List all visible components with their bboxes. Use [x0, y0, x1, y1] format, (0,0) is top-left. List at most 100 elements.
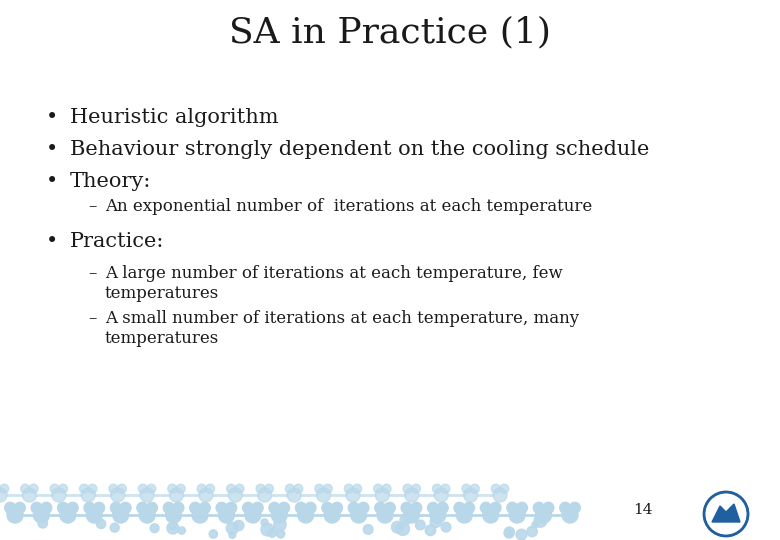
Circle shape: [323, 484, 332, 493]
Circle shape: [226, 522, 239, 535]
Circle shape: [706, 494, 746, 534]
Circle shape: [470, 484, 479, 493]
Circle shape: [167, 522, 179, 534]
Circle shape: [456, 507, 472, 523]
Circle shape: [353, 484, 362, 493]
Text: •: •: [46, 232, 58, 251]
Circle shape: [14, 502, 25, 514]
Circle shape: [29, 484, 38, 493]
Circle shape: [298, 507, 314, 523]
Circle shape: [58, 484, 68, 493]
Circle shape: [483, 507, 498, 523]
Circle shape: [206, 484, 215, 493]
Text: An exponential number of  iterations at each temperature: An exponential number of iterations at e…: [105, 198, 592, 215]
Text: •: •: [46, 140, 58, 159]
Circle shape: [234, 521, 244, 531]
Circle shape: [287, 488, 301, 502]
Circle shape: [462, 484, 471, 493]
Circle shape: [516, 502, 527, 514]
Circle shape: [139, 507, 155, 523]
Circle shape: [437, 502, 448, 514]
Circle shape: [38, 518, 48, 528]
Circle shape: [441, 522, 451, 532]
Circle shape: [385, 502, 395, 514]
Circle shape: [117, 484, 126, 493]
Circle shape: [168, 484, 177, 493]
Circle shape: [225, 502, 236, 514]
Circle shape: [178, 527, 186, 534]
Circle shape: [110, 523, 119, 532]
Circle shape: [349, 502, 360, 514]
Circle shape: [363, 524, 373, 534]
Circle shape: [534, 502, 544, 514]
Circle shape: [163, 502, 174, 514]
Circle shape: [138, 484, 147, 493]
Circle shape: [261, 519, 268, 526]
Circle shape: [274, 518, 286, 531]
Circle shape: [412, 484, 420, 493]
Circle shape: [534, 515, 547, 527]
Circle shape: [434, 488, 448, 502]
Circle shape: [190, 502, 200, 514]
Circle shape: [84, 502, 95, 514]
Circle shape: [491, 484, 500, 493]
Circle shape: [526, 526, 537, 537]
Circle shape: [315, 484, 324, 493]
Circle shape: [416, 520, 425, 530]
Circle shape: [294, 484, 303, 493]
Text: •: •: [46, 108, 58, 127]
Circle shape: [317, 488, 331, 502]
Circle shape: [543, 502, 554, 514]
Circle shape: [88, 484, 97, 493]
Circle shape: [136, 502, 148, 514]
Circle shape: [392, 521, 403, 533]
Circle shape: [500, 484, 509, 493]
Circle shape: [507, 502, 518, 514]
Circle shape: [165, 507, 182, 523]
Circle shape: [427, 502, 438, 514]
Circle shape: [169, 522, 177, 530]
Circle shape: [560, 502, 571, 514]
Circle shape: [505, 527, 514, 537]
Circle shape: [400, 515, 410, 525]
Circle shape: [346, 488, 360, 502]
Text: –: –: [88, 310, 97, 327]
Text: 14: 14: [633, 503, 653, 517]
Circle shape: [374, 502, 385, 514]
Circle shape: [432, 484, 441, 493]
Circle shape: [257, 488, 271, 502]
Circle shape: [411, 502, 422, 514]
Text: A large number of iterations at each temperature, few
temperatures: A large number of iterations at each tem…: [105, 265, 562, 302]
Circle shape: [245, 507, 261, 523]
Circle shape: [322, 502, 333, 514]
Circle shape: [147, 484, 156, 493]
Circle shape: [192, 507, 208, 523]
Circle shape: [0, 488, 7, 502]
Circle shape: [268, 529, 276, 537]
Circle shape: [111, 502, 122, 514]
Circle shape: [441, 484, 450, 493]
Circle shape: [480, 502, 491, 514]
Circle shape: [227, 484, 236, 493]
Circle shape: [256, 484, 265, 493]
Circle shape: [562, 507, 578, 523]
Circle shape: [264, 484, 274, 493]
Circle shape: [252, 502, 263, 514]
Circle shape: [80, 484, 89, 493]
Circle shape: [67, 502, 78, 514]
Circle shape: [305, 502, 316, 514]
Text: Heuristic algorithm: Heuristic algorithm: [70, 108, 278, 127]
Text: –: –: [88, 198, 97, 215]
Circle shape: [173, 502, 184, 514]
Circle shape: [350, 507, 367, 523]
Circle shape: [358, 502, 369, 514]
Text: –: –: [88, 265, 97, 282]
Circle shape: [218, 507, 235, 523]
Circle shape: [285, 484, 294, 493]
Text: Theory:: Theory:: [70, 172, 151, 191]
Circle shape: [229, 531, 236, 538]
Circle shape: [200, 502, 211, 514]
Circle shape: [375, 488, 389, 502]
Circle shape: [176, 484, 185, 493]
Circle shape: [111, 488, 125, 502]
